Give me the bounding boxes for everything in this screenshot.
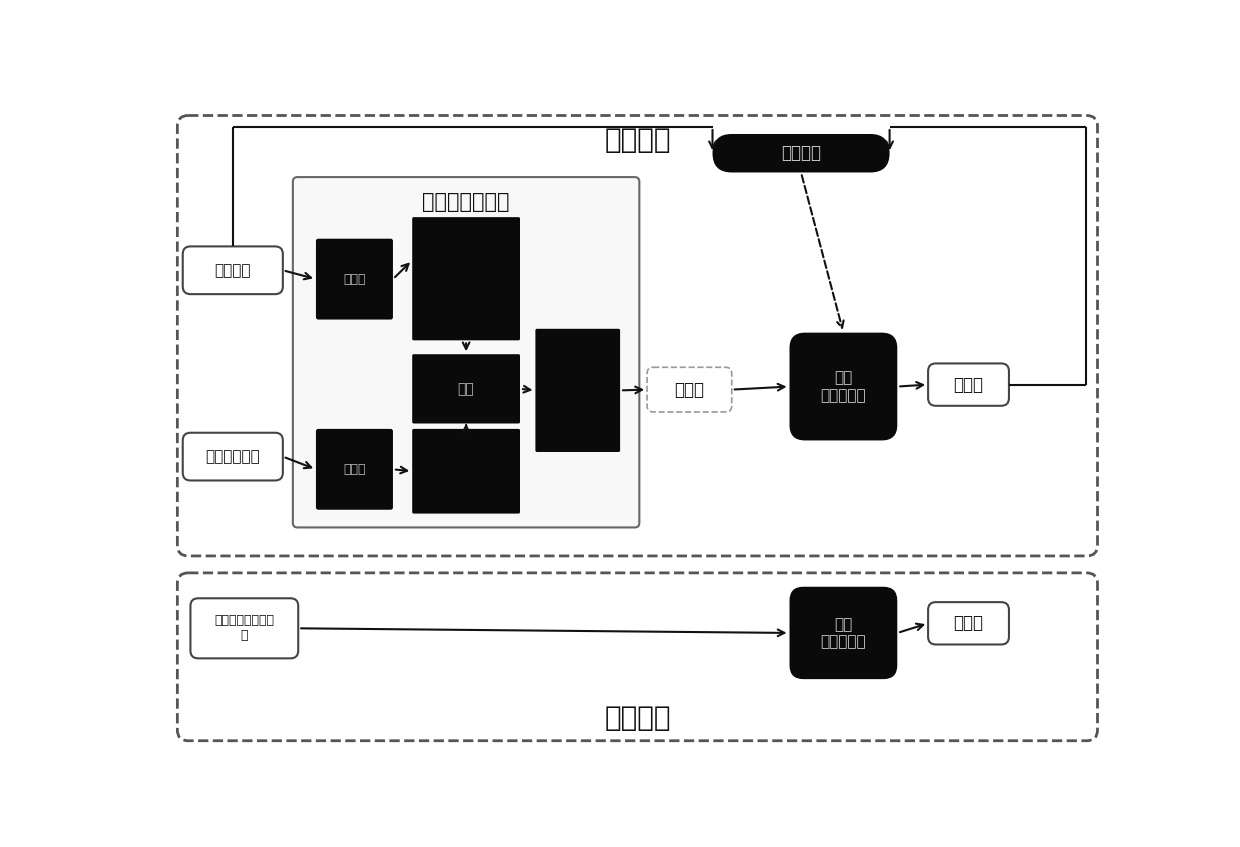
FancyBboxPatch shape [293, 177, 640, 528]
FancyBboxPatch shape [191, 598, 299, 658]
Text: 测试阶段: 测试阶段 [604, 704, 671, 732]
FancyBboxPatch shape [790, 587, 898, 679]
Text: 编码器: 编码器 [343, 273, 366, 285]
Text: 预测值: 预测值 [954, 375, 983, 394]
Text: 目标
检测分类器: 目标 检测分类器 [821, 617, 867, 649]
Text: 侧扫声呐图像: 侧扫声呐图像 [206, 449, 260, 464]
FancyBboxPatch shape [412, 429, 520, 513]
Text: 真实的侧扫声呐图
像: 真实的侧扫声呐图 像 [215, 614, 274, 642]
FancyBboxPatch shape [536, 329, 620, 452]
FancyBboxPatch shape [928, 602, 1009, 645]
Text: 光学图像: 光学图像 [215, 263, 250, 278]
FancyBboxPatch shape [182, 433, 283, 480]
Text: 编码器: 编码器 [343, 462, 366, 476]
Text: 损失函数: 损失函数 [781, 144, 821, 163]
Text: 伪样本: 伪样本 [675, 380, 704, 399]
FancyBboxPatch shape [412, 354, 520, 424]
Text: 预测值: 预测值 [954, 614, 983, 633]
Text: 目标
检测分类器: 目标 检测分类器 [821, 370, 867, 402]
Text: 训练阶段: 训练阶段 [604, 126, 671, 154]
FancyBboxPatch shape [928, 363, 1009, 406]
FancyBboxPatch shape [647, 368, 732, 412]
FancyBboxPatch shape [316, 429, 393, 510]
Text: 融合: 融合 [458, 382, 475, 396]
FancyBboxPatch shape [412, 217, 520, 340]
FancyBboxPatch shape [713, 134, 889, 173]
Text: 伪样本合成网络: 伪样本合成网络 [423, 191, 510, 212]
FancyBboxPatch shape [316, 239, 393, 319]
FancyBboxPatch shape [790, 333, 898, 440]
FancyBboxPatch shape [182, 246, 283, 294]
